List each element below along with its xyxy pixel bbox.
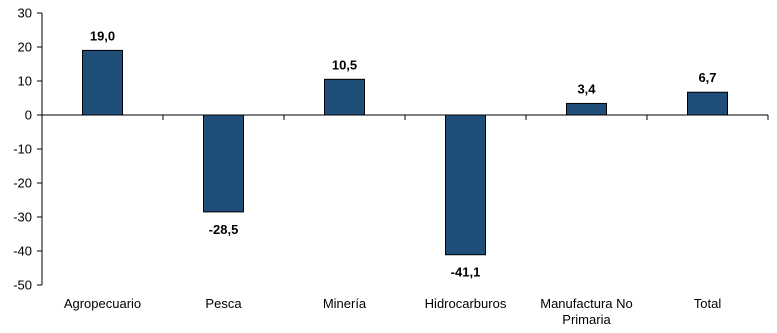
bar [203, 114, 244, 213]
data-label: 6,7 [698, 70, 716, 85]
zero-axis [41, 114, 769, 120]
x-tick-label: Minería [323, 296, 367, 311]
data-label: 3,4 [577, 81, 596, 96]
x-tick-label: Total [694, 296, 722, 311]
bar [566, 102, 607, 116]
bar [324, 78, 365, 116]
y-tick-label: -30 [13, 210, 32, 225]
y-tick-label: -50 [13, 278, 32, 293]
y-axis: 30 20 10 0 -10 -20 -30 -40 -50 [13, 6, 43, 293]
x-tick-label: Hidrocarburos [425, 296, 507, 311]
y-tick-label: 30 [18, 6, 32, 21]
bars [82, 49, 728, 256]
y-tick-label: 0 [25, 108, 32, 123]
data-label: 19,0 [90, 28, 115, 43]
data-label: -28,5 [209, 222, 239, 237]
bar [445, 114, 486, 256]
y-tick-label: -10 [13, 142, 32, 157]
x-axis-labels: Agropecuario Pesca Minería Hidrocarburos Man… [64, 296, 722, 327]
data-label: -41,1 [451, 265, 481, 280]
data-label: 10,5 [332, 57, 357, 72]
y-tick-label: 20 [18, 40, 32, 55]
x-tick-label: Primaria [562, 312, 611, 327]
x-tick-label: Pesca [205, 296, 242, 311]
bar [687, 91, 728, 116]
y-tick-label: 10 [18, 74, 32, 89]
data-labels: 19,0 -28,5 10,5 -41,1 3,4 6,7 [90, 28, 717, 279]
y-tick-label: -40 [13, 244, 32, 259]
x-tick-label: Manufactura No [540, 296, 633, 311]
x-tick-label: Agropecuario [64, 296, 141, 311]
y-tick-label: -20 [13, 176, 32, 191]
bar [82, 49, 123, 116]
